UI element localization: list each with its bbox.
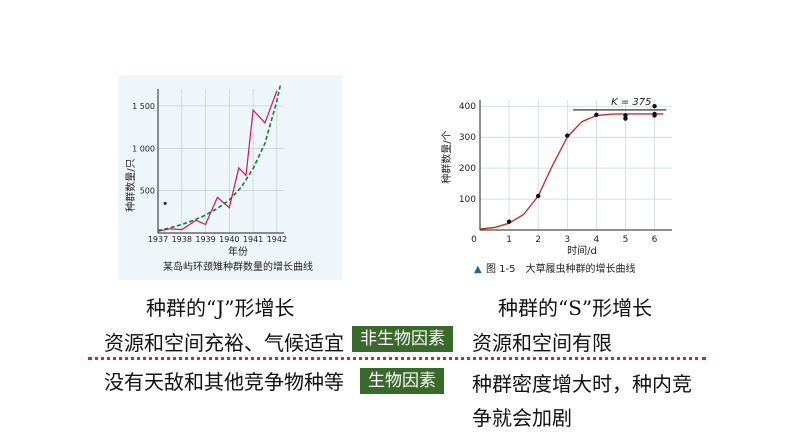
s-x-tick-3: 3 [564, 235, 570, 245]
j-y-axis-label: 种群数量/只 [124, 158, 137, 211]
j-y-tick-1: 1 000 [132, 144, 155, 153]
biotic-factor-tag: 生物因素 [360, 368, 444, 394]
s-data-point-5 [623, 116, 628, 121]
s-data-point-8 [652, 113, 657, 118]
s-curve-chart: 种群数量/个 时间/d ▲ 图 1-5 大草履虫种群的增长曲线 0 1 2 3 4 5 6 1… [436, 92, 682, 278]
s-curve-title: 种群的“S”形增长 [498, 296, 653, 320]
j-y-tick-0: 500 [140, 187, 155, 196]
s-data-point-2 [565, 133, 570, 138]
j-x-tick-1938: 1938 [172, 235, 192, 244]
s-caption-marker: ▲ [474, 264, 482, 275]
s-condition-competition-line1: 种群密度增大时，种内竞 [472, 372, 692, 396]
s-x-tick-6: 6 [652, 235, 658, 245]
j-x-tick-1941: 1941 [243, 235, 263, 244]
s-y-axis-label: 种群数量/个 [440, 130, 453, 183]
s-x-tick-1: 1 [506, 235, 512, 245]
j-condition-no-enemies: 没有天敌和其他竞争物种等 [104, 370, 344, 394]
s-data-point-1 [535, 193, 541, 199]
s-condition-competition-line2: 争就会加剧 [472, 406, 572, 430]
abiotic-factor-tag: 非生物因素 [352, 326, 453, 352]
j-condition-resources: 资源和空间充裕、气候适宜 [104, 331, 344, 355]
s-x-tick-5: 5 [623, 235, 629, 245]
j-marker-dot [163, 201, 167, 205]
j-caption: 某岛屿环颈雉种群数量的增长曲线 [163, 260, 313, 273]
j-y-tick-2: 1 500 [132, 102, 155, 111]
j-curve-chart: 种群数量/只 年份 某岛屿环颈雉种群数量的增长曲线 1937 1938 1939 19… [118, 75, 342, 280]
s-k-label: K = 375 [611, 97, 651, 108]
s-x-tick-0: 0 [471, 235, 477, 245]
j-curve-title: 种群的“J”形增长 [146, 296, 295, 320]
j-x-tick-1937: 1937 [148, 235, 168, 244]
j-curve-svg: 种群数量/只 年份 某岛屿环颈雉种群数量的增长曲线 1937 1938 1939 19… [124, 84, 313, 273]
j-x-tick-1942: 1942 [267, 235, 287, 244]
s-y-tick-100: 100 [459, 195, 476, 205]
s-data-point-0 [506, 219, 512, 224]
j-x-tick-1940: 1940 [219, 235, 239, 244]
s-curve-svg: 种群数量/个 时间/d ▲ 图 1-5 大草履虫种群的增长曲线 0 1 2 3 4 5 6 1… [440, 97, 672, 275]
j-x-tick-1939: 1939 [195, 235, 215, 244]
s-data-point-4 [623, 113, 628, 118]
j-x-axis-label: 年份 [228, 245, 248, 258]
s-y-tick-400: 400 [459, 102, 476, 112]
s-y-tick-200: 200 [459, 164, 476, 174]
j-observed-curve [157, 90, 278, 232]
s-condition-resources: 资源和空间有限 [472, 331, 612, 355]
s-data-point-7 [652, 103, 657, 109]
s-caption: 图 1-5 大草履虫种群的增长曲线 [486, 262, 636, 275]
s-x-tick-4: 4 [593, 235, 599, 245]
s-x-axis-label: 时间/d [567, 244, 597, 257]
s-logistic-curve [479, 113, 664, 230]
s-y-tick-300: 300 [459, 133, 476, 143]
s-x-tick-2: 2 [535, 235, 541, 245]
dotted-divider [88, 357, 706, 360]
s-data-point-3 [594, 112, 599, 118]
j-theoretical-curve [157, 84, 282, 232]
